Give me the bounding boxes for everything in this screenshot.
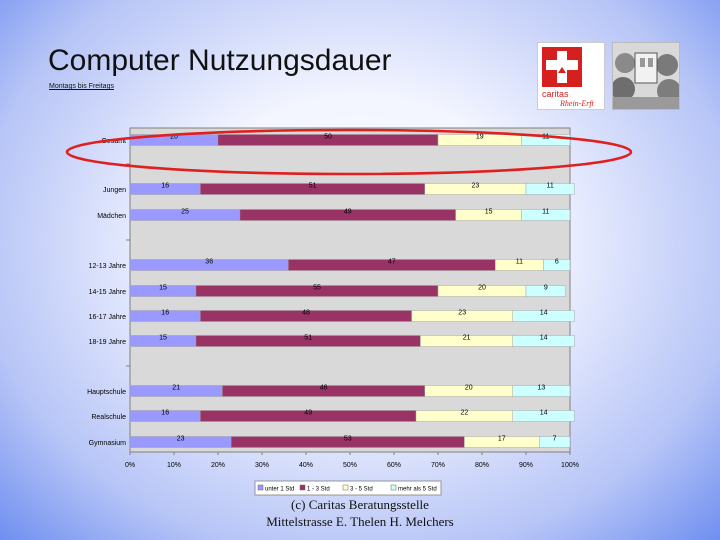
data-label: 55	[313, 285, 321, 292]
x-tick-label: 90%	[519, 462, 533, 469]
footer-line-2: Mittelstrasse E. Thelen H. Melchers	[266, 514, 454, 529]
legend-swatch	[257, 484, 264, 491]
x-tick-label: 30%	[255, 462, 269, 469]
slide-subtitle: Montags bis Freitags	[49, 83, 114, 90]
x-tick-label: 60%	[387, 462, 401, 469]
legend-label: 1 - 3 Std	[307, 487, 330, 493]
bar-segment	[512, 410, 575, 422]
bar-segment	[525, 285, 566, 297]
data-label: 16	[161, 310, 169, 317]
data-label: 48	[302, 310, 310, 317]
data-label: 50	[324, 134, 332, 141]
data-label: 17	[498, 436, 506, 443]
data-label: 20	[465, 385, 473, 392]
data-label: 19	[476, 134, 484, 141]
x-tick-label: 80%	[475, 462, 489, 469]
category-label: 14-15 Jahre	[89, 289, 126, 296]
bar-segment	[525, 183, 575, 195]
data-label: 14	[540, 410, 548, 417]
category-label: 16-17 Jahre	[89, 314, 126, 321]
x-tick-label: 100%	[561, 462, 579, 469]
data-label: 47	[388, 259, 396, 266]
highlight-ellipse	[65, 128, 633, 176]
svg-text:caritas: caritas	[542, 89, 569, 99]
data-label: 36	[205, 259, 213, 266]
legend-label: mehr als 5 Std	[398, 487, 437, 493]
category-label: Gesamt	[101, 138, 126, 145]
bar-segment	[543, 259, 571, 271]
data-label: 16	[161, 410, 169, 417]
category-label: Gymnasium	[89, 440, 127, 447]
category-label: 18-19 Jahre	[89, 339, 126, 346]
bar-segment	[521, 209, 571, 221]
data-label: 11	[516, 259, 523, 266]
data-label: 20	[478, 285, 486, 292]
x-tick-label: 10%	[167, 462, 181, 469]
data-label: 6	[555, 259, 559, 266]
data-label: 53	[344, 436, 352, 443]
legend-swatch	[299, 484, 306, 491]
data-label: 11	[547, 183, 554, 190]
house-photo-icon	[611, 42, 681, 110]
category-label: 12-13 Jahre	[89, 263, 126, 270]
data-label: 23	[472, 183, 480, 190]
data-label: 21	[463, 335, 471, 342]
category-label: Jungen	[103, 187, 126, 194]
x-tick-label: 40%	[299, 462, 313, 469]
legend-label: 3 - 5 Std	[350, 487, 373, 493]
data-label: 15	[485, 209, 493, 216]
x-tick-label: 70%	[431, 462, 445, 469]
data-label: 21	[172, 385, 180, 392]
bar-segment	[512, 310, 575, 322]
data-label: 51	[304, 335, 312, 342]
category-label: Mädchen	[97, 213, 126, 220]
caritas-cross-icon: caritas Rhein-Erft	[542, 47, 595, 108]
bar-segment	[512, 385, 571, 397]
data-label: 7	[553, 436, 557, 443]
legend-swatch	[342, 484, 349, 491]
data-label: 15	[159, 285, 167, 292]
data-label: 20	[170, 134, 178, 141]
data-label: 46	[320, 385, 328, 392]
data-label: 25	[181, 209, 189, 216]
x-tick-label: 0%	[125, 462, 135, 469]
data-label: 16	[161, 183, 169, 190]
footer-line-1: (c) Caritas Beratungsstelle	[291, 497, 429, 512]
data-label: 51	[309, 183, 317, 190]
data-label: 49	[304, 410, 312, 417]
data-label: 23	[458, 310, 466, 317]
data-label: 22	[461, 410, 469, 417]
slide-title: Computer Nutzungsdauer	[48, 44, 392, 77]
data-label: 15	[159, 335, 167, 342]
data-label: 13	[538, 385, 546, 392]
data-label: 14	[540, 310, 548, 317]
slide-footer: (c) Caritas Beratungsstelle Mittelstrass…	[200, 496, 520, 530]
svg-text:Rhein-Erft: Rhein-Erft	[559, 99, 595, 108]
x-tick-label: 20%	[211, 462, 225, 469]
x-tick-label: 50%	[343, 462, 357, 469]
data-label: 23	[177, 436, 185, 443]
data-label: 9	[544, 285, 548, 292]
bar-segment	[521, 134, 571, 146]
legend-swatch	[390, 484, 397, 491]
caritas-logo: caritas Rhein-Erft	[537, 42, 605, 110]
data-label: 49	[344, 209, 352, 216]
category-label: Realschule	[91, 414, 126, 421]
legend-label: unter 1 Std	[265, 487, 294, 493]
data-label: 11	[542, 209, 549, 216]
bar-segment	[512, 335, 575, 347]
category-label: Hauptschule	[87, 389, 126, 396]
bar-segment	[539, 436, 571, 448]
data-label: 14	[540, 335, 548, 342]
